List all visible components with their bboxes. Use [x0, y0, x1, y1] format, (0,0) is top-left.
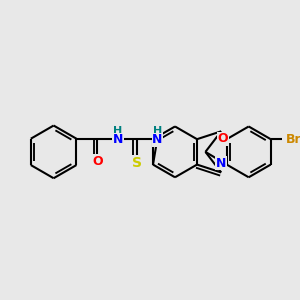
Text: N: N — [113, 133, 123, 146]
Text: Br: Br — [286, 133, 300, 146]
Text: S: S — [132, 156, 142, 170]
Text: O: O — [93, 155, 104, 168]
Text: H: H — [113, 126, 122, 136]
Text: O: O — [218, 132, 228, 146]
Text: H: H — [153, 126, 162, 136]
Text: N: N — [216, 157, 226, 169]
Text: N: N — [152, 133, 163, 146]
